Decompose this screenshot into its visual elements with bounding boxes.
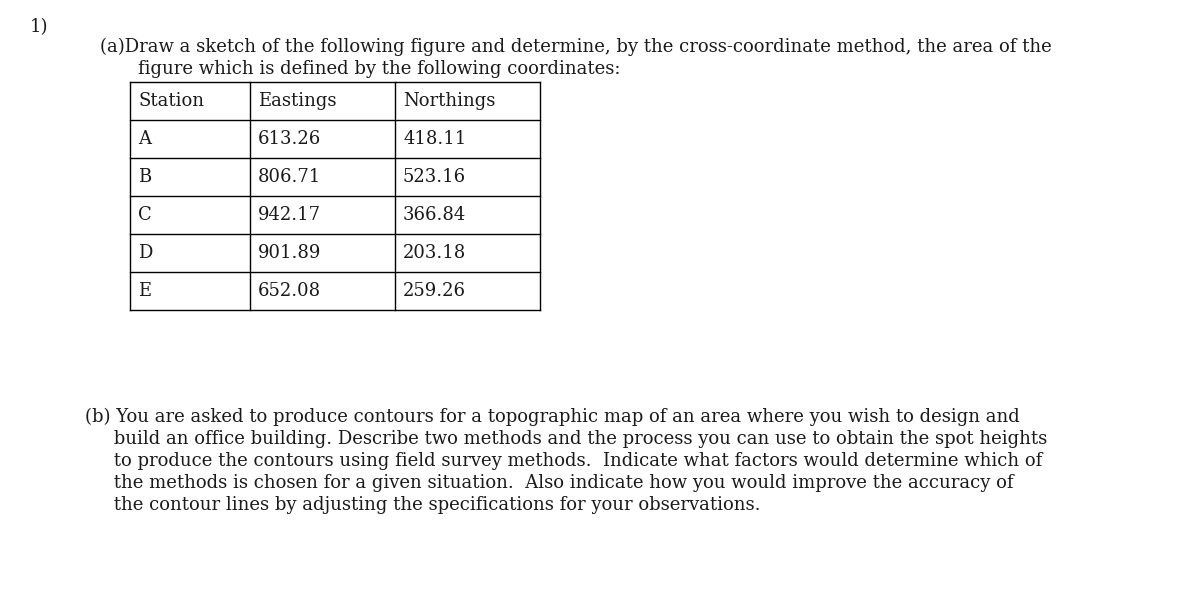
Text: 1): 1) xyxy=(30,18,48,36)
Text: A: A xyxy=(138,130,151,148)
Text: Northings: Northings xyxy=(403,92,496,110)
Text: D: D xyxy=(138,244,152,262)
Text: C: C xyxy=(138,206,151,224)
Text: to produce the contours using field survey methods.  Indicate what factors would: to produce the contours using field surv… xyxy=(85,452,1043,470)
Text: 203.18: 203.18 xyxy=(403,244,467,262)
Text: figure which is defined by the following coordinates:: figure which is defined by the following… xyxy=(138,60,620,78)
Text: (b) You are asked to produce contours for a topographic map of an area where you: (b) You are asked to produce contours fo… xyxy=(85,408,1020,426)
Text: 523.16: 523.16 xyxy=(403,168,466,186)
Text: the contour lines by adjusting the specifications for your observations.: the contour lines by adjusting the speci… xyxy=(85,496,761,514)
Text: build an office building. Describe two methods and the process you can use to ob: build an office building. Describe two m… xyxy=(85,430,1048,448)
Text: 901.89: 901.89 xyxy=(258,244,322,262)
Text: E: E xyxy=(138,282,151,300)
Text: 652.08: 652.08 xyxy=(258,282,322,300)
Text: Eastings: Eastings xyxy=(258,92,336,110)
Text: 259.26: 259.26 xyxy=(403,282,466,300)
Text: 942.17: 942.17 xyxy=(258,206,322,224)
Text: 613.26: 613.26 xyxy=(258,130,322,148)
Text: (a)Draw a sketch of the following figure and determine, by the cross-coordinate : (a)Draw a sketch of the following figure… xyxy=(100,38,1051,57)
Text: B: B xyxy=(138,168,151,186)
Text: Station: Station xyxy=(138,92,204,110)
Text: 418.11: 418.11 xyxy=(403,130,467,148)
Text: 366.84: 366.84 xyxy=(403,206,467,224)
Text: 806.71: 806.71 xyxy=(258,168,322,186)
Text: the methods is chosen for a given situation.  Also indicate how you would improv: the methods is chosen for a given situat… xyxy=(85,474,1014,492)
